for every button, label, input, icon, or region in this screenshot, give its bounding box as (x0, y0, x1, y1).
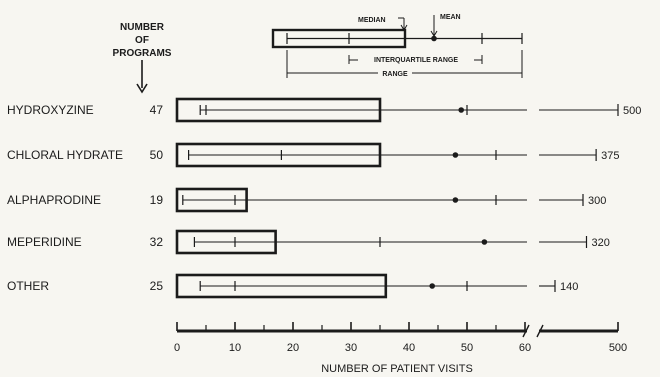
x-tick-label: 10 (229, 342, 241, 354)
mean-dot (481, 239, 488, 245)
x-tick-label: 0 (174, 342, 180, 354)
mean-dot (458, 107, 465, 113)
x-tick-label: 50 (461, 342, 473, 354)
program-count: 32 (150, 235, 164, 249)
mean-dot (452, 197, 459, 203)
legend-range-label: RANGE (382, 71, 408, 78)
category-label: CHLORAL HYDRATE (7, 148, 123, 162)
max-value-label: 375 (601, 150, 619, 162)
legend-median-label: MEDIAN (358, 17, 386, 24)
row-hydroxyzine: HYDROXYZINE 47 500 (7, 97, 641, 123)
legend-mean-arrowhead (430, 30, 438, 37)
max-value-label: 140 (560, 281, 578, 293)
program-count: 25 (150, 279, 164, 293)
x-tick-label: 30 (345, 342, 357, 354)
x-tick-label: 60 (519, 342, 531, 354)
programs-header-line-2: OF (135, 35, 149, 46)
category-label: HYDROXYZINE (7, 103, 94, 117)
category-label: OTHER (7, 279, 49, 293)
x-tick-label: 20 (287, 342, 299, 354)
programs-header-line-3: PROGRAMS (113, 48, 172, 59)
row-alphaprodine: ALPHAPRODINE 19 300 (7, 187, 606, 213)
axis-break-mark (522, 324, 530, 338)
axis-break-mark (536, 324, 544, 338)
row-chloral-hydrate: CHLORAL HYDRATE 50 375 (7, 142, 619, 168)
legend: MEDIAN MEAN INTERQUARTILE RANGE RANGE (271, 14, 523, 78)
x-tick-label: 40 (403, 342, 415, 354)
program-count: 19 (150, 193, 164, 207)
x-axis-label: NUMBER OF PATIENT VISITS (321, 363, 473, 375)
program-count: 50 (150, 148, 164, 162)
legend-median-arrowhead (400, 24, 408, 31)
max-value-label: 300 (588, 195, 606, 207)
program-count: 47 (150, 103, 164, 117)
box-plot-rows: HYDROXYZINE 47 500 CHLORAL HYDRATE 50 375 ALPH… (7, 97, 641, 299)
mean-dot (429, 283, 436, 289)
legend-mean-dot (431, 35, 437, 42)
mean-dot (452, 152, 459, 158)
legend-mean-label: MEAN (440, 14, 461, 21)
x-axis: NUMBER OF PATIENT VISITS 0 10 20 30 40 50 60 50… (174, 322, 627, 375)
max-value-label: 320 (592, 237, 610, 249)
legend-iqr-label: INTERQUARTILE RANGE (374, 57, 458, 64)
programs-header: NUMBER OF PROGRAMS (113, 22, 172, 94)
max-value-label: 500 (623, 105, 641, 117)
x-tick-label: 500 (609, 342, 627, 354)
category-label: MEPERIDINE (7, 235, 82, 249)
programs-header-arrowhead (136, 83, 148, 94)
category-label: ALPHAPRODINE (7, 193, 101, 207)
programs-header-line-1: NUMBER (120, 22, 165, 33)
row-other: OTHER 25 140 (7, 273, 578, 299)
row-meperidine: MEPERIDINE 32 320 (7, 229, 610, 255)
